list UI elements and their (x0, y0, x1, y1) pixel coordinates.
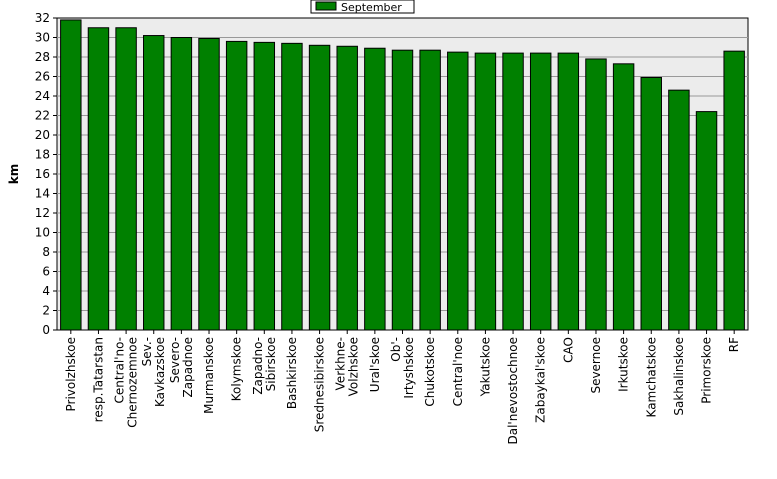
bar (447, 51, 469, 331)
bar (585, 58, 607, 331)
x-category-label: Sibirskoe (264, 337, 278, 391)
y-tick-label: 26 (35, 70, 50, 84)
x-category-label: Zapadno- (251, 337, 265, 395)
bar (336, 45, 358, 331)
bar (308, 44, 331, 331)
legend-swatch (315, 1, 337, 11)
y-tick-label: 14 (35, 187, 50, 201)
bar (87, 27, 110, 331)
y-tick-label: 4 (42, 284, 50, 298)
y-tick-label: 12 (35, 206, 50, 220)
bar (529, 52, 552, 331)
x-category-label: Severnoe (589, 337, 603, 394)
y-tick-label: 24 (35, 89, 50, 103)
x-category-label: CAO (561, 337, 575, 363)
y-tick-label: 18 (35, 148, 50, 162)
bar (143, 35, 165, 331)
y-tick-label: 0 (42, 323, 50, 337)
y-tick-label: 20 (35, 128, 50, 142)
legend: September (310, 0, 415, 14)
x-category-label: Central'no- (113, 337, 127, 404)
x-category-label: resp.Tatarstan (91, 337, 105, 422)
x-category-label: Zapadnoe (181, 337, 195, 398)
x-category-label: Kavkazskoe (153, 337, 167, 407)
x-category-label: Ob'- (389, 337, 403, 362)
bar (170, 37, 193, 331)
bar (695, 111, 718, 331)
x-category-label: Chukotskoe (423, 337, 437, 407)
x-category-label: Severo- (168, 337, 182, 383)
bar (668, 89, 690, 331)
x-category-label: Sev.- (140, 337, 154, 366)
y-tick-label: 22 (35, 109, 50, 123)
bar (391, 49, 414, 331)
bar (502, 52, 524, 331)
y-tick-label: 8 (42, 245, 50, 259)
x-category-label: Kolymskoe (230, 337, 244, 401)
bar (198, 37, 220, 331)
x-category-label: Kamchatskoe (644, 337, 658, 417)
bar (253, 41, 276, 331)
legend-label: September (341, 1, 402, 14)
x-category-label: Zabaykal'skoe (534, 337, 548, 423)
bar (474, 52, 497, 331)
bar (225, 40, 248, 331)
x-category-label: Yakutskoe (478, 337, 492, 397)
x-axis-labels: Privolzhskoe resp.Tatarstan Central'no- Che… (64, 337, 741, 445)
bar (364, 47, 386, 331)
y-tick-label: 16 (35, 167, 50, 181)
x-category-label: Volzhskoe (347, 337, 361, 396)
y-tick-label: 10 (35, 226, 50, 240)
bar (723, 50, 745, 331)
bar (557, 52, 580, 331)
x-category-label: Verkhne- (334, 337, 348, 390)
y-tick-label: 32 (35, 11, 50, 25)
x-category-label: Chernozemnoe (126, 337, 140, 428)
bar (419, 49, 441, 331)
x-category-label: Bashkirskoe (285, 337, 299, 409)
x-category-label: Murmanskoe (202, 337, 216, 414)
y-tick-label: 2 (42, 304, 50, 318)
bars (60, 19, 745, 334)
x-category-label: Primorskoe (700, 337, 714, 404)
bar (115, 27, 137, 331)
bar (640, 76, 662, 331)
legend-box (310, 0, 415, 14)
x-category-label: Irtyshskoe (402, 337, 416, 399)
x-category-label: Srednesibirskoe (313, 337, 327, 432)
x-category-label: Ural'skoe (368, 337, 382, 392)
bar (612, 63, 635, 331)
x-category-label: Irkutskoe (617, 337, 631, 392)
y-tick-label: 28 (35, 50, 50, 64)
x-category-label: Sakhalinskoe (672, 337, 686, 416)
x-category-label: Central'noe (451, 337, 465, 406)
bar (281, 42, 303, 331)
y-axis-title: km (7, 164, 21, 184)
y-tick-label: 6 (42, 265, 50, 279)
bar (60, 19, 82, 331)
x-category-label: RF (727, 337, 741, 352)
y-tick-label: 30 (35, 31, 50, 45)
x-category-label: Privolzhskoe (64, 337, 78, 411)
x-category-label: Dal'nevostochnoe (506, 337, 520, 445)
